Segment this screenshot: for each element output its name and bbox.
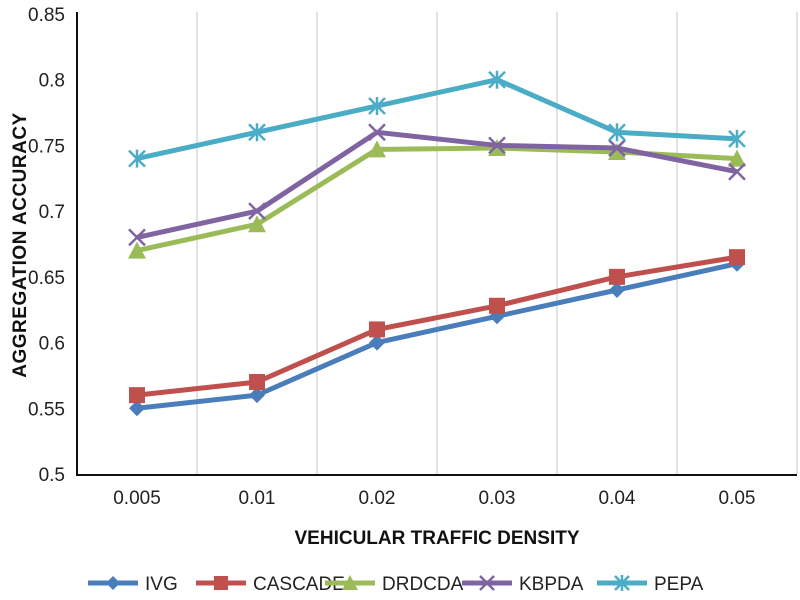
data-point [248, 123, 266, 142]
data-point [728, 129, 746, 148]
y-tick-label: 0.8 [39, 71, 65, 92]
legend-item-ivg: IVG [88, 574, 178, 595]
data-point [609, 282, 625, 298]
x-tick-label: 0.04 [599, 488, 636, 509]
series-pepa [128, 70, 746, 168]
legend-label: PEPA [654, 574, 704, 595]
legend: IVG CASCADE DRDCDA KBPDA PEPA [88, 574, 704, 595]
triangle-icon [342, 575, 358, 590]
x-tick-label: 0.03 [479, 488, 516, 509]
y-tick-label: 0.6 [39, 334, 65, 355]
legend-item-pepa: PEPA [597, 574, 704, 595]
x-tick-label: 0.005 [113, 488, 161, 509]
series-line [136, 77, 738, 162]
x-icon [479, 575, 495, 591]
series-kbpda [128, 123, 746, 247]
x-tick-label: 0.05 [719, 488, 756, 509]
x-axis-title: VEHICULAR TRAFFIC DENSITY [295, 528, 580, 549]
data-point [249, 374, 265, 390]
x-tick-label: 0.01 [239, 488, 276, 509]
x-tick-label: 0.02 [359, 488, 396, 509]
y-tick-label: 0.5 [39, 465, 65, 486]
data-point [249, 387, 265, 404]
y-tick-label: 0.65 [28, 268, 65, 289]
data-point [369, 321, 385, 338]
data-point [728, 162, 746, 181]
legend-item-kbpda: KBPDA [462, 574, 584, 595]
data-point [368, 140, 386, 158]
legend-item-cascade: CASCADE [196, 574, 345, 595]
legend-label: KBPDA [519, 574, 584, 595]
data-point [608, 143, 626, 160]
data-point [728, 149, 746, 167]
gridlines [196, 12, 798, 474]
data-point [369, 334, 385, 351]
data-point [368, 97, 386, 115]
data-point [128, 241, 146, 259]
legend-label: CASCADE [253, 574, 345, 595]
data-point [608, 123, 626, 142]
series-group [128, 70, 746, 417]
square-icon [214, 576, 228, 590]
data-point [488, 70, 506, 89]
y-axis-ticks: 0.5 0.55 0.6 0.65 0.7 0.75 0.8 0.85 [28, 5, 65, 486]
series-line [136, 261, 738, 411]
data-point [129, 387, 145, 404]
data-point [129, 400, 145, 417]
data-point [608, 139, 626, 157]
data-point [488, 136, 506, 155]
asterisk-icon [614, 575, 630, 591]
data-point [609, 268, 625, 285]
data-point [248, 215, 266, 233]
legend-label: DRDCDA [382, 574, 464, 595]
data-point [128, 228, 146, 247]
y-axis-title: AGGREGATION ACCURACY [10, 112, 31, 377]
diamond-icon [106, 576, 120, 590]
data-point [248, 202, 266, 221]
data-point [368, 123, 386, 142]
series-line [136, 254, 738, 398]
y-tick-label: 0.55 [28, 399, 65, 420]
legend-item-drdcda: DRDCDA [325, 574, 464, 595]
y-tick-label: 0.75 [28, 136, 65, 157]
y-tick-label: 0.7 [39, 202, 65, 223]
data-point [729, 249, 745, 266]
y-tick-label: 0.85 [28, 5, 65, 26]
data-point [489, 297, 505, 314]
series-line [136, 129, 738, 240]
data-point [128, 149, 146, 168]
series-cascade [129, 249, 745, 404]
legend-label: IVG [145, 574, 178, 595]
x-axis-ticks: 0.005 0.01 0.02 0.03 0.04 0.05 [113, 488, 755, 509]
